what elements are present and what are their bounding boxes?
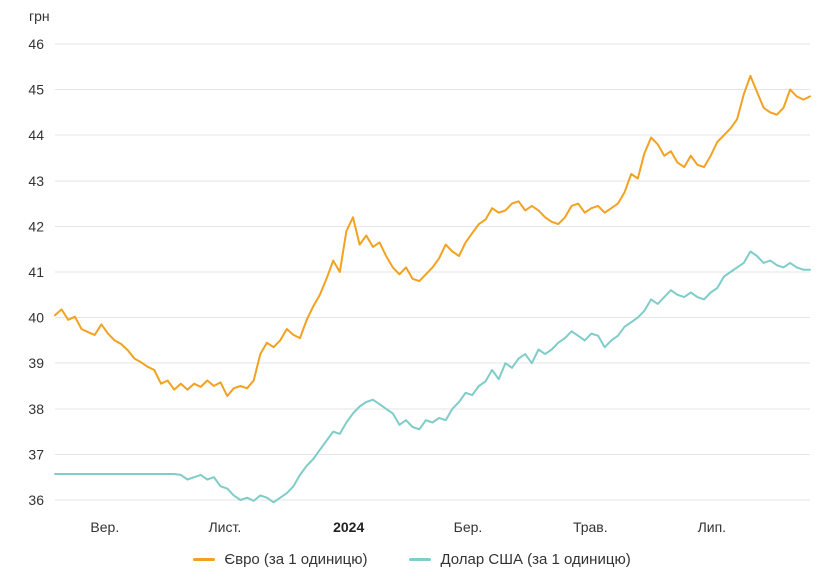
y-axis-tick-label: 44 (28, 127, 44, 143)
y-axis-tick-label: 46 (28, 36, 44, 52)
x-axis-tick-label: 2024 (333, 519, 364, 535)
x-axis-tick-label: Трав. (573, 519, 608, 535)
y-axis-tick-label: 38 (28, 401, 44, 417)
y-axis-tick-label: 45 (28, 82, 44, 98)
dollar-series-line (54, 250, 811, 504)
y-axis-tick-label: 37 (28, 446, 44, 462)
y-axis-tick-label: 39 (28, 355, 44, 371)
x-axis-tick-label: Вер. (90, 519, 119, 535)
x-axis-tick-label: Бер. (454, 519, 483, 535)
chart-legend: Євро (за 1 одиницю) Долар США (за 1 один… (0, 551, 824, 568)
chart-plot-area: 36 37 38 39 40 41 42 43 44 45 46 Вер. Лист. 2024 Бер. Т… (28, 36, 811, 535)
y-axis-tick-label: 40 (28, 310, 44, 326)
euro-line-swatch (193, 558, 216, 561)
dollar-line-swatch (409, 558, 432, 561)
x-axis-tick-label: Лист. (208, 519, 241, 535)
legend-item-usd[interactable]: Долар США (за 1 одиницю) (409, 551, 631, 568)
y-axis-tick-label: 43 (28, 173, 44, 189)
y-axis-tick-label: 36 (28, 492, 44, 508)
legend-label-usd: Долар США (за 1 одиницю) (440, 551, 631, 568)
y-axis-tick-label: 42 (28, 218, 44, 234)
euro-series-line (54, 74, 811, 397)
legend-item-euro[interactable]: Євро (за 1 одиницю) (193, 551, 367, 568)
y-axis-tick-label: 41 (28, 264, 44, 280)
legend-label-euro: Євро (за 1 одиницю) (224, 551, 368, 568)
y-axis-unit-label: грн (29, 8, 50, 24)
x-axis-tick-label: Лип. (698, 519, 726, 535)
